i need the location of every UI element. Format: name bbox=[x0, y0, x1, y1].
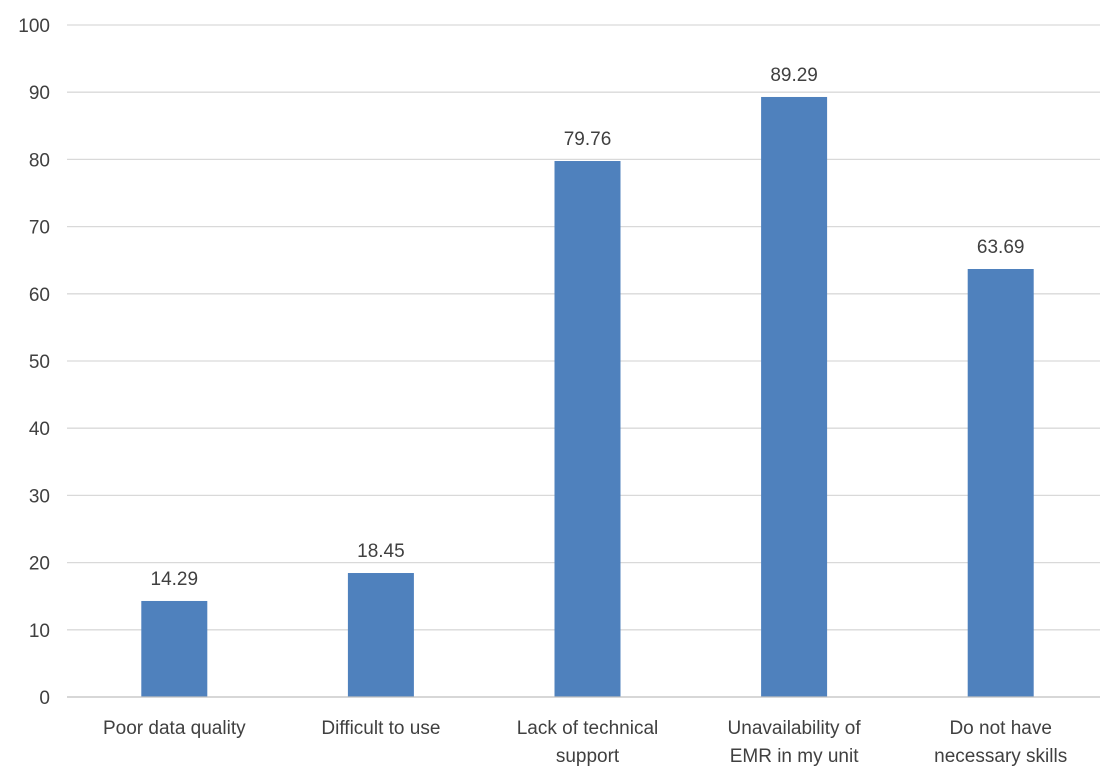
data-label-1: 14.29 bbox=[151, 569, 199, 590]
x-category-label-3: Lack of technical support bbox=[517, 718, 659, 767]
bar-1 bbox=[141, 600, 208, 697]
x-axis-category-labels: Poor data quality Difficult to use Lack of… bbox=[103, 718, 1067, 767]
data-label-4: 89.29 bbox=[770, 65, 818, 86]
x-category-label-4: Unavailability of EMR in my unit bbox=[728, 718, 862, 767]
y-tick-label-60: 60 bbox=[29, 285, 50, 306]
x-category-label-5: Do not have necessary skills bbox=[934, 718, 1067, 767]
y-axis-tick-labels: 0 10 20 30 40 50 60 70 80 90 100 bbox=[18, 16, 50, 709]
x-category-label-1: Poor data quality bbox=[103, 718, 246, 739]
y-tick-label-20: 20 bbox=[29, 554, 50, 575]
data-label-5: 63.69 bbox=[977, 237, 1025, 258]
data-label-2: 18.45 bbox=[357, 541, 405, 562]
y-tick-label-70: 70 bbox=[29, 218, 50, 239]
y-tick-label-50: 50 bbox=[29, 352, 50, 373]
x-category-label-2: Difficult to use bbox=[321, 718, 440, 739]
bar-5 bbox=[967, 269, 1034, 697]
bar-3 bbox=[554, 161, 621, 697]
y-tick-label-90: 90 bbox=[29, 83, 50, 104]
y-tick-label-10: 10 bbox=[29, 621, 50, 642]
y-tick-label-100: 100 bbox=[18, 16, 50, 37]
data-label-3: 79.76 bbox=[564, 129, 612, 150]
y-tick-label-0: 0 bbox=[39, 688, 50, 709]
data-labels: 14.29 18.45 79.76 89.29 63.69 bbox=[151, 65, 1025, 590]
y-tick-label-30: 30 bbox=[29, 486, 50, 507]
y-tick-label-80: 80 bbox=[29, 150, 50, 171]
bar-4 bbox=[761, 96, 828, 698]
bars bbox=[141, 96, 1034, 698]
bar-2 bbox=[347, 573, 414, 697]
y-tick-label-40: 40 bbox=[29, 419, 50, 440]
